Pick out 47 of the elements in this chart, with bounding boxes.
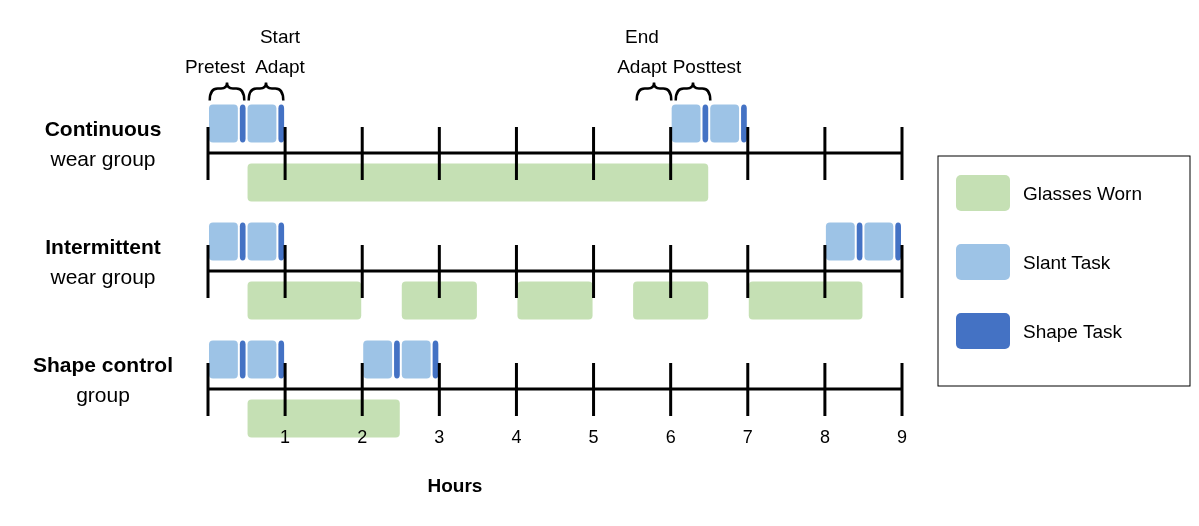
bar	[247, 163, 709, 202]
bar	[864, 222, 894, 261]
x-axis-title: Hours	[427, 475, 483, 496]
bar	[239, 104, 246, 143]
y-tick-label: Continuous wear group	[44, 116, 162, 170]
bar	[209, 104, 238, 143]
legend-label: Slant Task	[1023, 252, 1111, 273]
bar	[247, 222, 277, 261]
x-tick-label: 2	[357, 427, 368, 447]
x-tick-label: 4	[511, 427, 522, 447]
x-tick-label: 9	[896, 427, 908, 447]
bar	[363, 340, 393, 379]
bar	[741, 104, 747, 143]
x-tick-label: 1	[280, 427, 291, 447]
x-tick-label: 7	[742, 427, 753, 447]
text: Posttest	[672, 55, 743, 77]
y-tick-label: Shape control group	[32, 352, 174, 406]
x-tick-label: 5	[588, 427, 599, 447]
bar	[671, 104, 701, 143]
bar	[401, 340, 431, 379]
bar	[748, 281, 863, 320]
bar	[247, 340, 277, 379]
x-tick-label: 3	[434, 427, 445, 447]
bar	[895, 222, 901, 261]
x-tick-label: 8	[819, 427, 830, 447]
bar	[247, 281, 362, 320]
legend-label: Shape Task	[1023, 321, 1123, 342]
bar	[710, 104, 740, 143]
bar	[633, 281, 709, 320]
text: Start Adapt	[255, 25, 306, 77]
bar	[239, 340, 246, 379]
bar	[278, 222, 285, 261]
bar	[394, 340, 400, 379]
bar	[517, 281, 593, 320]
bar	[278, 340, 285, 379]
bar	[278, 104, 285, 143]
y-tick-label: Intermittent wear group	[45, 234, 161, 288]
text: Pretest	[184, 55, 246, 77]
bar	[239, 222, 246, 261]
x-tick-label: 6	[665, 427, 676, 447]
text: End Adapt	[617, 25, 668, 77]
bar	[247, 104, 277, 143]
bar	[209, 340, 238, 379]
bar	[209, 222, 238, 261]
bar	[401, 281, 477, 320]
bar	[825, 222, 855, 261]
legend-label: Glasses Worn	[1023, 183, 1142, 204]
